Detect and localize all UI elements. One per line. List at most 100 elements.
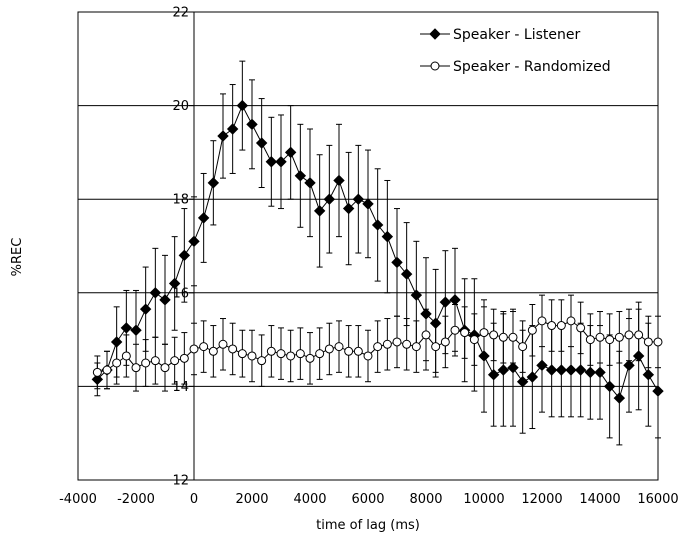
data-point — [286, 351, 296, 361]
data-point — [284, 146, 297, 159]
data-point — [460, 328, 470, 338]
data-point — [168, 277, 181, 290]
data-point — [112, 358, 122, 368]
data-point — [130, 324, 142, 336]
data-point — [536, 359, 548, 372]
x-tick-label: 16000 — [637, 492, 678, 507]
data-point — [498, 332, 508, 342]
data-point — [624, 330, 634, 340]
data-point — [352, 193, 365, 205]
data-point — [323, 193, 336, 205]
data-point — [642, 368, 655, 381]
legend-marker-speaker-listener — [429, 28, 441, 40]
data-point — [257, 356, 267, 366]
data-point — [556, 321, 566, 331]
x-axis-title: time of lag (ms) — [316, 518, 420, 533]
data-point — [574, 364, 587, 376]
data-point — [102, 365, 112, 375]
data-point — [363, 351, 373, 361]
data-point — [170, 356, 180, 366]
data-point — [497, 364, 510, 376]
data-point — [547, 321, 557, 331]
data-point — [594, 366, 606, 379]
data-point — [576, 323, 586, 333]
data-point — [246, 118, 258, 131]
data-point — [266, 346, 276, 356]
data-point — [479, 328, 489, 338]
data-point — [450, 325, 460, 335]
data-point — [324, 344, 334, 354]
x-tick-labels: -4000 -2000 0 2000 4000 6000 8000 10000 12000 140… — [59, 492, 679, 507]
data-point — [313, 205, 326, 217]
y-tick-label: 22 — [172, 6, 189, 21]
data-point — [634, 330, 644, 340]
y-tick-label: 18 — [172, 193, 189, 208]
data-point — [652, 385, 664, 397]
data-point — [373, 342, 383, 352]
data-point — [208, 346, 218, 356]
y-axis-title: %REC — [10, 238, 25, 277]
data-point — [226, 123, 239, 135]
data-point — [160, 363, 170, 373]
data-point — [537, 316, 547, 326]
data-point — [371, 219, 384, 231]
data-point — [179, 353, 189, 363]
data-point — [294, 170, 307, 182]
data-point — [391, 256, 403, 269]
data-point — [507, 361, 519, 374]
data-point — [643, 337, 653, 347]
data-point — [333, 174, 345, 187]
data-point — [613, 392, 626, 404]
x-tick-label: 12000 — [521, 492, 562, 507]
data-point — [585, 335, 595, 345]
x-tick-label: 8000 — [409, 492, 442, 507]
legend: Speaker - Listener Speaker - Randomized — [420, 27, 611, 75]
data-point — [121, 351, 131, 361]
data-point — [555, 364, 568, 376]
data-point — [159, 294, 171, 306]
data-point — [421, 330, 431, 340]
data-point — [236, 99, 249, 112]
data-point — [431, 342, 441, 352]
data-point — [199, 342, 209, 352]
data-point — [402, 339, 412, 349]
x-tick-label: 2000 — [235, 492, 268, 507]
data-point — [603, 380, 616, 393]
data-point — [120, 322, 133, 334]
data-point — [275, 156, 287, 168]
data-point — [487, 368, 500, 381]
data-point — [218, 339, 228, 349]
data-point — [469, 335, 479, 345]
data-point — [228, 344, 238, 354]
data-point — [188, 235, 200, 248]
data-point — [440, 337, 450, 347]
data-point — [189, 344, 199, 354]
data-point — [149, 287, 162, 299]
data-point — [247, 351, 257, 361]
data-point — [439, 296, 452, 308]
data-point — [150, 356, 160, 366]
legend-marker-speaker-randomized — [430, 61, 440, 71]
x-tick-label: 4000 — [293, 492, 326, 507]
x-tick-label: 14000 — [579, 492, 620, 507]
data-point — [334, 342, 344, 352]
y-tick-label: 12 — [172, 474, 189, 489]
data-point — [584, 366, 597, 379]
x-tick-label: 0 — [190, 492, 198, 507]
data-point — [207, 177, 220, 189]
data-point — [131, 363, 141, 373]
data-point — [526, 371, 539, 383]
data-point — [141, 358, 151, 368]
data-point — [304, 177, 316, 189]
data-point — [265, 156, 278, 168]
data-point — [381, 230, 394, 243]
data-point — [353, 346, 363, 356]
data-point — [217, 130, 229, 142]
legend-label-speaker-listener: Speaker - Listener — [453, 27, 580, 43]
data-point — [92, 367, 102, 377]
data-point — [653, 337, 663, 347]
data-point — [565, 364, 577, 376]
x-tick-label: -4000 — [59, 492, 97, 507]
x-tick-label: 6000 — [351, 492, 384, 507]
